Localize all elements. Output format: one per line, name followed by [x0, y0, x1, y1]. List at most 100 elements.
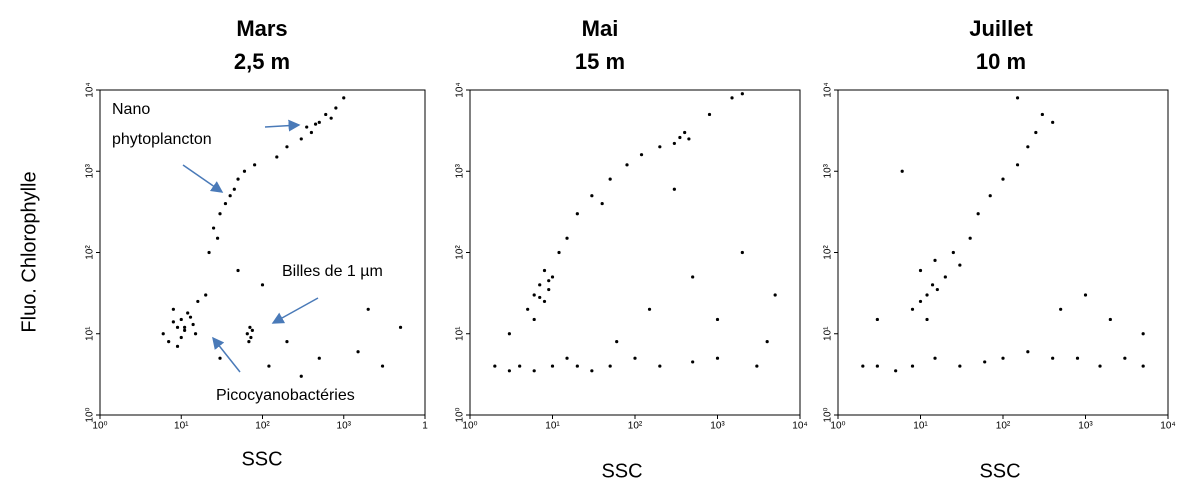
point [493, 364, 497, 368]
point [1051, 356, 1055, 360]
point [542, 299, 547, 304]
x-tick-label: 10⁰ [830, 421, 845, 432]
annotation: phytoplancton [112, 131, 212, 148]
point [918, 299, 923, 304]
point [542, 268, 547, 273]
point [532, 369, 536, 373]
y-axis-label: Fluo. Chlorophylle [18, 171, 40, 332]
point [910, 307, 915, 311]
point [236, 268, 240, 273]
point [925, 293, 929, 297]
point [285, 145, 289, 149]
point [211, 226, 216, 230]
point [678, 135, 682, 140]
point [740, 250, 744, 255]
y-tick-label: 10³ [85, 163, 96, 178]
point [707, 112, 712, 117]
point [253, 163, 257, 167]
chart-title: Mars [236, 16, 287, 41]
point [526, 307, 530, 311]
point [538, 295, 542, 300]
x-tick-label: 10⁴ [792, 421, 807, 432]
point [356, 350, 360, 354]
point [398, 325, 403, 329]
point [730, 96, 734, 100]
point [175, 325, 180, 329]
point [299, 374, 303, 378]
x-tick-label: 10⁴ [1160, 421, 1175, 432]
point [207, 250, 211, 255]
x-tick-label: 10¹ [913, 421, 928, 432]
point [715, 356, 720, 360]
y-tick-label: 10⁰ [85, 407, 96, 422]
point [765, 340, 769, 344]
point [249, 335, 253, 340]
point [313, 122, 318, 126]
point [918, 268, 923, 273]
point [161, 332, 165, 336]
point [248, 325, 252, 329]
point [547, 287, 551, 292]
point [875, 364, 879, 368]
point [1141, 332, 1145, 336]
point [1026, 350, 1030, 354]
point [193, 332, 198, 336]
x-tick-label: 10² [255, 421, 270, 432]
point [575, 364, 579, 368]
point [167, 340, 171, 344]
point [1001, 177, 1005, 181]
arrow [182, 164, 224, 193]
point [935, 287, 939, 292]
point [1059, 307, 1063, 311]
point [218, 212, 222, 216]
point [317, 120, 321, 124]
point [639, 153, 644, 157]
point [1015, 163, 1020, 167]
point [633, 356, 637, 360]
point [324, 112, 328, 117]
point [600, 201, 604, 206]
point [951, 250, 955, 255]
point [958, 364, 962, 368]
point [900, 169, 904, 173]
y-tick-label: 10⁰ [823, 407, 834, 422]
y-tick-label: 10⁴ [455, 82, 466, 97]
point [565, 356, 569, 360]
point [1026, 145, 1030, 149]
point [875, 317, 879, 322]
x-tick-label: 10³ [1078, 421, 1093, 432]
x-tick-label: 10¹ [174, 421, 189, 432]
point [342, 96, 346, 100]
point [658, 364, 662, 368]
point [305, 125, 309, 129]
point [1001, 356, 1005, 360]
point [615, 340, 619, 344]
point [380, 364, 385, 368]
point [171, 320, 175, 324]
point [691, 360, 695, 364]
y-tick-label: 10² [455, 245, 466, 260]
point [988, 194, 992, 198]
point [1034, 130, 1038, 135]
point [183, 325, 187, 329]
point [285, 340, 289, 344]
y-tick-label: 10⁴ [823, 82, 834, 97]
point [260, 283, 265, 287]
point [532, 293, 536, 297]
point [171, 307, 175, 311]
point [507, 369, 511, 373]
point [683, 130, 687, 135]
point [550, 364, 555, 368]
point [532, 317, 536, 322]
point [518, 364, 522, 368]
y-tick-label: 10² [85, 245, 96, 260]
point [507, 332, 511, 336]
x-tick-label: 10² [628, 421, 643, 432]
plot-frame [837, 89, 1169, 416]
point [672, 187, 676, 191]
point [925, 317, 929, 322]
point [715, 317, 720, 322]
point [550, 275, 555, 279]
point [183, 328, 187, 332]
